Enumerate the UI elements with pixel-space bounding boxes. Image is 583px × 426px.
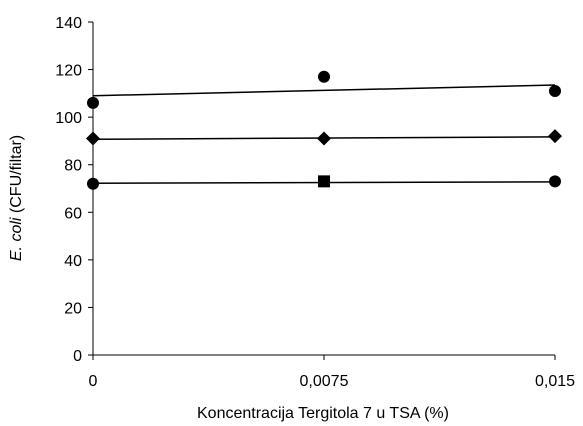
x-tick-label: 0,015 xyxy=(535,373,575,390)
series-1-point xyxy=(318,70,330,83)
series-3-point xyxy=(87,177,99,190)
y-axis-title: E. coli (CFU/filtar) xyxy=(8,135,25,261)
plot-area: 0 20 40 60 80 100 120 140 0 0,0075 0,015 xyxy=(55,15,575,390)
series-2-point xyxy=(86,131,100,146)
y-tick-label: 60 xyxy=(64,205,82,222)
x-axis-title: Koncentracija Tergitola 7 u TSA (%) xyxy=(197,405,449,422)
series-2-point xyxy=(317,131,331,146)
series-1-point xyxy=(87,96,99,109)
x-tick-label: 0 xyxy=(89,373,98,390)
y-axis-title-unit: (CFU/filtar) xyxy=(8,135,25,218)
y-tick-label: 140 xyxy=(55,15,82,32)
series-3-point xyxy=(549,175,561,188)
series-2-point xyxy=(548,129,562,144)
series-1-trendline xyxy=(92,84,556,97)
y-tick-label: 0 xyxy=(73,348,82,365)
series-1-point xyxy=(549,84,561,97)
y-tick-label: 80 xyxy=(64,158,82,175)
y-tick-label: 100 xyxy=(55,110,82,127)
series-4-point xyxy=(318,175,330,188)
x-tick-label: 0,0075 xyxy=(300,373,349,390)
y-tick-label: 120 xyxy=(55,63,82,80)
y-tick-label: 40 xyxy=(64,253,82,270)
y-axis-title-italic: E. coli xyxy=(8,217,25,261)
y-tick-label: 20 xyxy=(64,300,82,317)
